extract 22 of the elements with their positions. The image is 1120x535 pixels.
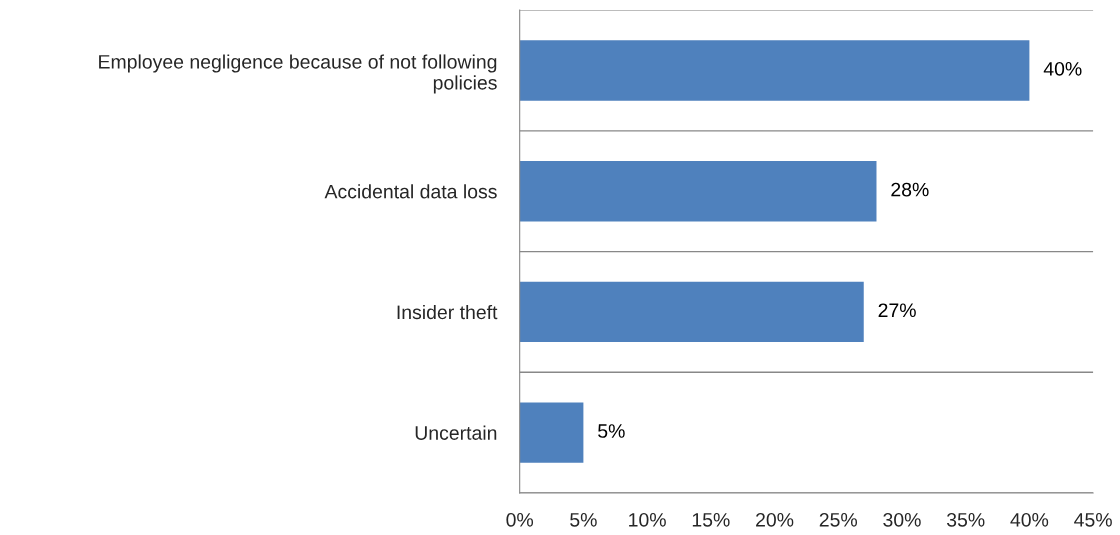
y-tick-label: Insider theft [397, 304, 498, 320]
x-tick-label: 35% [946, 512, 985, 527]
x-tick-label: 25% [819, 512, 858, 527]
bar [519, 161, 877, 222]
data-label: 40% [1043, 61, 1082, 76]
bar [519, 40, 1030, 101]
y-tick-label: Accidental data loss [324, 184, 497, 199]
bar [519, 281, 864, 343]
x-tick-label: 40% [1010, 512, 1049, 527]
data-label: 28% [891, 182, 929, 197]
y-tick-label: Employee negligence because of not following policies [99, 54, 497, 94]
bar [519, 402, 584, 463]
data-label: 5% [598, 424, 625, 438]
y-tick-label: Uncertain [415, 425, 497, 440]
x-tick-label: 30% [883, 512, 921, 527]
data-label: 27% [878, 303, 916, 318]
x-tick-label: 45% [1074, 513, 1112, 527]
x-tick-label: 0% [506, 512, 534, 527]
x-tick-label: 20% [756, 512, 794, 527]
x-tick-label: 15% [692, 513, 730, 527]
x-tick-label: 10% [629, 512, 666, 527]
x-tick-label: 5% [570, 513, 597, 527]
